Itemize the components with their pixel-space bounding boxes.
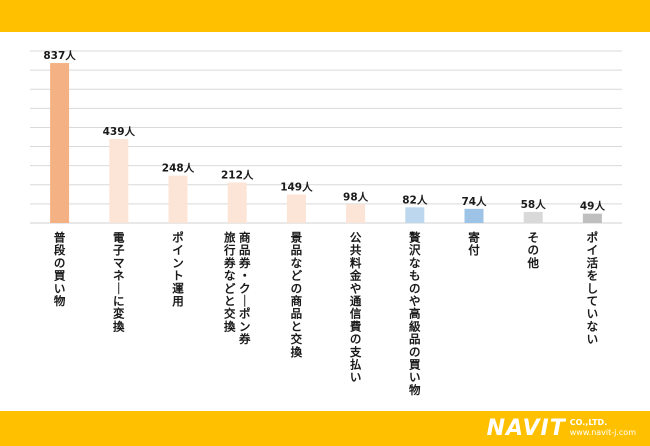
bar — [50, 63, 70, 223]
value-label: 212人 — [221, 168, 254, 181]
bar — [464, 208, 484, 223]
value-label: 98人 — [343, 190, 369, 203]
value-label: 82人 — [402, 193, 428, 206]
bar — [168, 175, 188, 223]
value-label: 837人 — [43, 49, 76, 62]
category-label: 公共料金や通信費の支払い — [349, 231, 362, 385]
logo-wordmark: NAVIT — [486, 415, 566, 441]
category-label: ポイント運用 — [171, 231, 184, 309]
category-label: 寄付 — [468, 231, 480, 258]
gridlines — [30, 50, 622, 224]
bar — [286, 194, 306, 223]
bar — [109, 139, 129, 223]
category-label: 景品などの商品と交換 — [290, 231, 303, 359]
logo-details: CO.,LTD. www.navit-j.com — [570, 418, 636, 438]
category-label: その他 — [526, 231, 539, 270]
company-logo: NAVIT CO.,LTD. www.navit-j.com — [487, 412, 636, 444]
bar — [523, 211, 543, 223]
category-label: 贅沢なものや高級品の買い物 — [408, 231, 421, 397]
bar — [582, 213, 602, 223]
value-labels: 837人 439人 248人 212人 149人 98人 82人 74人 58人 49人 — [43, 49, 605, 213]
category-label: 商品券・ク｜ポン券 — [238, 231, 251, 347]
value-label: 149人 — [280, 181, 313, 194]
bar — [405, 207, 425, 223]
bar — [227, 182, 247, 223]
logo-company-suffix: CO.,LTD. — [569, 418, 608, 427]
value-label: 58人 — [521, 198, 547, 211]
footer-band — [0, 411, 650, 446]
category-label: 普段の買い物 — [54, 231, 66, 309]
bars — [50, 63, 602, 223]
category-label: 旅行券などと交換 — [223, 231, 236, 334]
category-label: 電子マネ｜に変換 — [113, 231, 125, 334]
category-label: ポイ活をしていない — [587, 231, 599, 347]
logo-url: www.navit-j.com — [569, 428, 636, 437]
top-header-band — [0, 0, 650, 32]
value-label: 248人 — [162, 162, 195, 175]
value-label: 74人 — [461, 195, 487, 208]
bar — [346, 204, 366, 223]
value-label: 49人 — [580, 200, 606, 213]
value-label: 439人 — [103, 125, 136, 138]
